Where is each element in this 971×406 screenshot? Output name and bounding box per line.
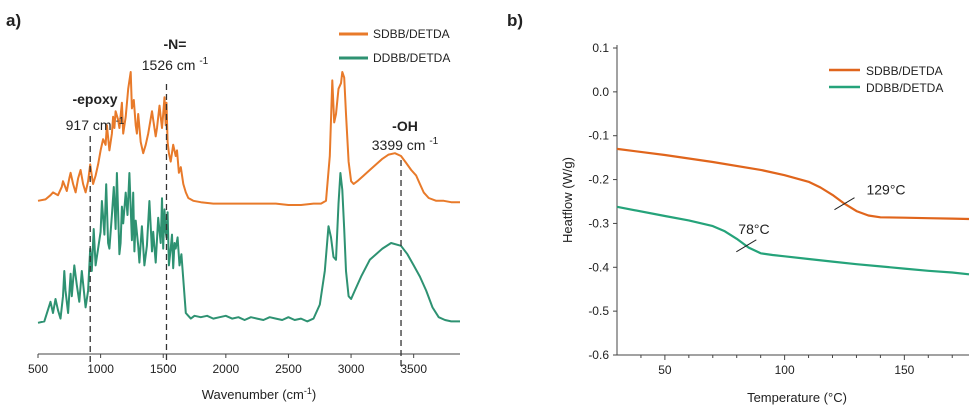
legend-label-a: SDBB/DETDA — [373, 27, 450, 41]
x-tick-label-a: 1500 — [150, 362, 177, 376]
annotation-label: -N= — [164, 36, 187, 52]
legend-label-b: DDBB/DETDA — [866, 81, 943, 95]
annotation-value: 3399 cm -1 — [372, 136, 439, 153]
x-tick-label-a: 2500 — [275, 362, 302, 376]
transition-label: 129°C — [866, 182, 905, 198]
x-axis-label-a: Wavenumber (cm-1) — [202, 386, 316, 402]
series-line-ddbb-detda — [37, 172, 460, 324]
x-tick-label-b: 150 — [894, 363, 914, 377]
x-tick-label-a: 3500 — [400, 362, 427, 376]
panel-label-a: a) — [6, 11, 21, 30]
series-line-sdbb-detda — [616, 147, 970, 221]
y-tick-label-b: -0.6 — [588, 348, 609, 362]
y-tick-label-b: 0.0 — [592, 85, 609, 99]
x-axis-label-b: Temperature (°C) — [747, 390, 847, 405]
series-line-ddbb-detda — [616, 205, 970, 276]
x-tick-label-b: 100 — [775, 363, 795, 377]
x-tick-label-a: 500 — [28, 362, 48, 376]
transition-label: 78°C — [738, 221, 769, 237]
dsc-chart: 0.1 0.0 -0.1 -0.2 -0.3 -0.4 -0.5 -0.6 50 100 150 Te… — [560, 41, 970, 405]
y-tick-label-b: -0.2 — [588, 173, 609, 187]
x-tick-label-a: 1000 — [87, 362, 114, 376]
annotation-label: -OH — [392, 118, 418, 134]
transition-marker — [834, 197, 855, 211]
x-tick-label-b: 50 — [658, 363, 672, 377]
panel-label-b: b) — [507, 11, 523, 30]
annotation-value: 1526 cm -1 — [142, 56, 209, 73]
ftir-chart: 500 1000 1500 2000 2500 3000 3500 Wavenumber (c… — [28, 27, 460, 402]
legend-label-a: DDBB/DETDA — [373, 51, 450, 65]
annotation-value: 917 cm -1 — [66, 116, 125, 133]
y-tick-label-b: -0.3 — [588, 216, 609, 230]
y-tick-label-b: -0.1 — [588, 129, 609, 143]
legend-label-b: SDBB/DETDA — [866, 64, 943, 78]
x-tick-label-a: 3000 — [338, 362, 365, 376]
y-axis-label-b: Heatflow (W/g) — [560, 157, 575, 243]
y-tick-label-b: -0.4 — [588, 260, 609, 274]
x-tick-label-a: 2000 — [212, 362, 239, 376]
transition-marker — [736, 239, 757, 253]
series-line-sdbb-detda — [37, 71, 460, 206]
y-tick-label-b: -0.5 — [588, 304, 609, 318]
y-tick-label-b: 0.1 — [592, 41, 609, 55]
annotation-label: -epoxy — [72, 91, 117, 107]
